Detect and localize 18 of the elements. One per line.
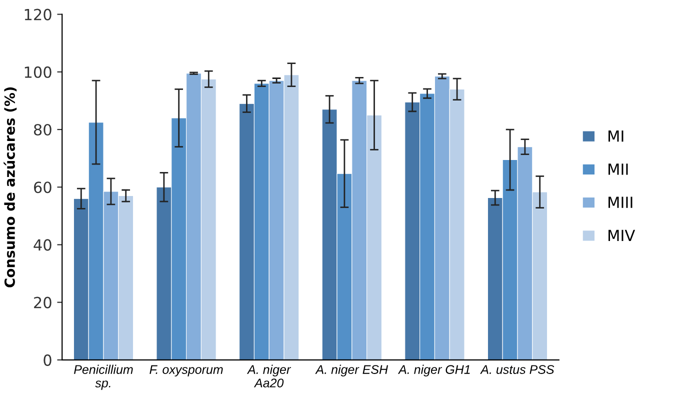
x-tick-label: A. ustus PSS [480,365,554,374]
x-tick-label: F. oxysporum [150,365,223,376]
x-tick-label: A. niger GH1 [398,364,470,376]
y-axis-title: Consumo de azúcares (%) [4,87,17,288]
legend-label: MI [608,130,624,142]
y-tick-label: 40 [34,239,52,251]
x-tick-label: Penicillium sp. [74,364,133,390]
legend-label: MII [608,164,628,175]
y-tick-label: 0 [44,354,52,366]
y-tick-label: 60 [34,182,52,194]
legend-label: MIII [608,196,632,208]
y-tick-label: 120 [24,8,52,20]
y-tick-label: 100 [24,66,52,78]
x-tick-label: A. niger ESH [315,364,388,376]
legend-label: MIV [608,230,636,242]
y-tick-label: 80 [34,124,52,136]
y-tick-label: 20 [34,296,52,308]
x-tick-label: A. niger Aa20 [246,364,292,388]
